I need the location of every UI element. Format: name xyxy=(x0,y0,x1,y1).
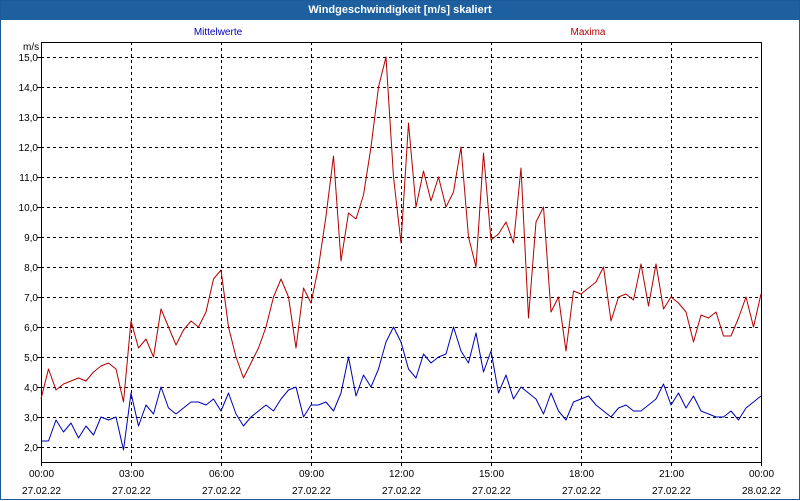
x-tick-time: 03:00 xyxy=(119,469,144,480)
legend-maxima: Maxima xyxy=(570,27,605,38)
y-tick-label: 15,0 xyxy=(19,53,39,64)
x-tick-date: 27.02.22 xyxy=(202,486,241,497)
x-tick-date: 27.02.22 xyxy=(292,486,331,497)
y-tick-label: 7,0 xyxy=(24,293,38,304)
legend-mittelwerte: Mittelwerte xyxy=(194,27,243,38)
x-tick-time: 15:00 xyxy=(479,469,504,480)
x-tick-time: 09:00 xyxy=(299,469,324,480)
series-lines xyxy=(40,56,762,451)
y-axis-unit: m/s xyxy=(23,42,39,53)
y-tick-label: 12,0 xyxy=(19,143,39,154)
x-tick-time: 12:00 xyxy=(389,469,414,480)
x-tick-time: 18:00 xyxy=(569,469,594,480)
y-tick-label: 3,0 xyxy=(24,413,38,424)
series-line-mittelwerte xyxy=(41,326,762,451)
x-tick-time: 00:00 xyxy=(749,469,774,480)
x-tick-time: 00:00 xyxy=(29,469,54,480)
x-tick-time: 06:00 xyxy=(209,469,234,480)
y-tick-label: 10,0 xyxy=(19,203,39,214)
x-tick-date: 27.02.22 xyxy=(562,486,601,497)
y-tick-label: 2,0 xyxy=(24,443,38,454)
y-tick-label: 4,0 xyxy=(24,383,38,394)
x-tick-date: 27.02.22 xyxy=(382,486,421,497)
x-tick-date: 27.02.22 xyxy=(652,486,691,497)
grid xyxy=(41,42,761,462)
chart-title: Windgeschwindigkeit [m/s] skaliert xyxy=(1,1,799,20)
y-axis-ticks: 2,0 3,0 4,0 5,0 6,0 7,0 8,0 9,0 10,0 11,0 12,0 13,0… xyxy=(19,53,41,454)
x-tick-date: 27.02.22 xyxy=(22,486,61,497)
x-tick-date: 28.02.22 xyxy=(742,486,781,497)
y-tick-label: 8,0 xyxy=(24,263,38,274)
y-tick-label: 14,0 xyxy=(19,83,39,94)
y-tick-label: 6,0 xyxy=(24,323,38,334)
y-tick-label: 9,0 xyxy=(24,233,38,244)
y-tick-label: 5,0 xyxy=(24,353,38,364)
x-tick-time: 21:00 xyxy=(659,469,684,480)
x-axis-ticks: 00:00 27.02.22 03:00 27.02.22 06:00 27.02.22 0… xyxy=(22,462,781,497)
y-tick-label: 11,0 xyxy=(19,173,38,184)
y-tick-label: 13,0 xyxy=(19,113,39,124)
x-tick-date: 27.02.22 xyxy=(472,486,511,497)
series-line-maxima xyxy=(40,56,762,403)
x-tick-date: 27.02.22 xyxy=(112,486,151,497)
